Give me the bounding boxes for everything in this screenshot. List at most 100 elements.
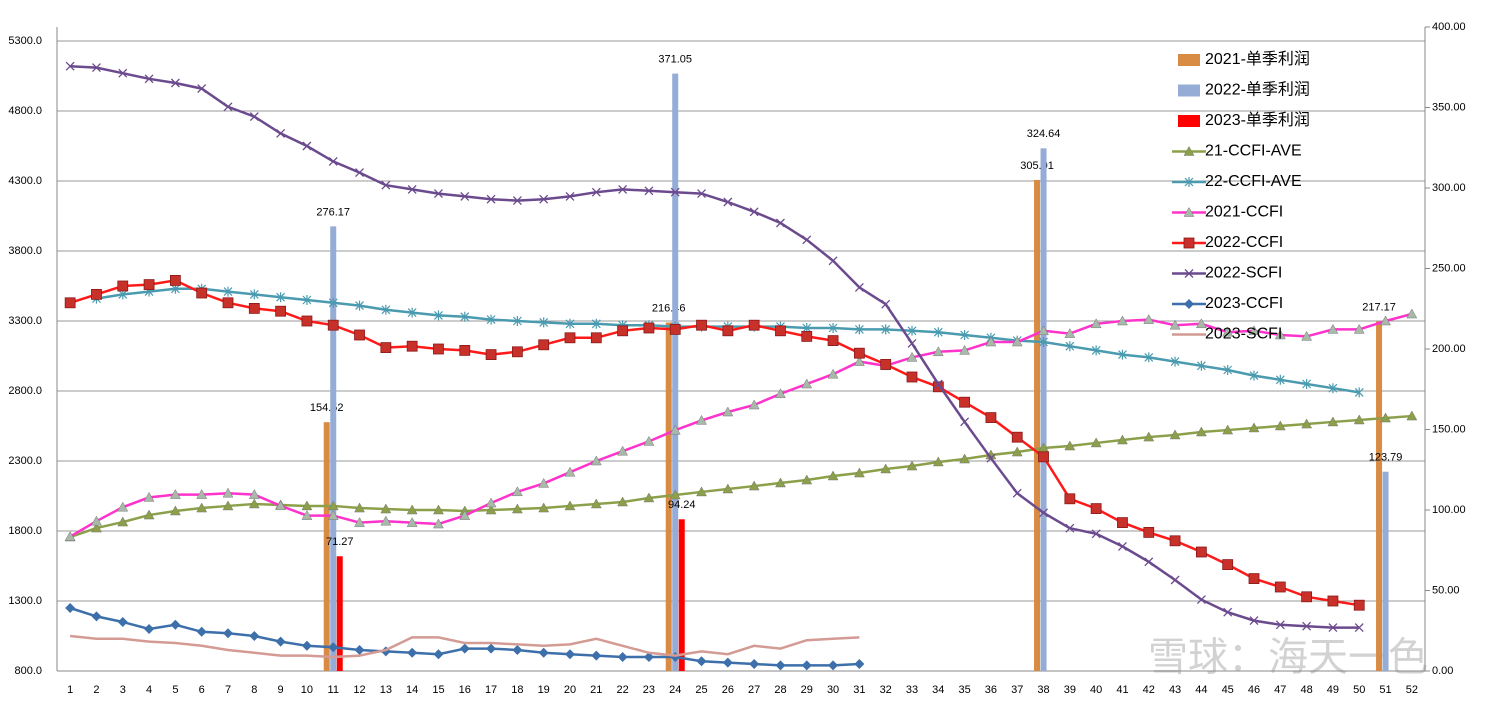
marker <box>301 315 313 327</box>
marker <box>1328 383 1338 394</box>
marker <box>1038 451 1049 463</box>
x-tick-label: 8 <box>251 684 257 696</box>
marker <box>1183 145 1195 156</box>
marker <box>853 467 865 478</box>
marker <box>276 128 286 138</box>
y-tick-label: 3800.0 <box>8 245 42 257</box>
legend-label: 2023-单季利润 <box>1205 111 1310 129</box>
marker <box>65 61 75 71</box>
marker <box>1143 431 1155 442</box>
x-tick-label: 2 <box>93 684 99 696</box>
marker <box>1011 446 1023 457</box>
marker <box>1222 559 1234 570</box>
marker <box>196 502 208 513</box>
y2-tick-label: 100.00 <box>1432 504 1466 516</box>
bar <box>330 226 337 671</box>
marker <box>1327 416 1339 427</box>
marker <box>434 189 443 199</box>
marker <box>276 292 286 303</box>
marker <box>1065 523 1075 533</box>
marker <box>1328 623 1338 633</box>
marker <box>854 282 864 292</box>
marker <box>118 68 128 78</box>
marker <box>1380 315 1391 326</box>
marker <box>1183 237 1195 249</box>
marker <box>1353 599 1365 611</box>
y2-tick-label: 0.00 <box>1432 665 1453 677</box>
x-tick-label: 28 <box>774 684 786 696</box>
marker <box>1353 323 1365 334</box>
marker <box>64 297 76 309</box>
marker <box>117 516 129 527</box>
marker <box>669 489 681 500</box>
marker <box>328 297 338 308</box>
legend-label: 21-CCFI-AVE <box>1205 143 1302 160</box>
marker <box>222 487 234 498</box>
marker <box>91 522 102 533</box>
marker <box>1249 370 1259 381</box>
x-tick-label: 52 <box>1406 684 1418 696</box>
marker <box>775 660 786 671</box>
marker <box>1223 365 1233 375</box>
marker <box>1275 374 1285 385</box>
x-tick-label: 17 <box>485 684 497 696</box>
x-tick-label: 51 <box>1379 684 1391 696</box>
marker <box>354 645 365 655</box>
marker <box>434 310 443 321</box>
marker <box>643 435 655 446</box>
marker <box>1169 319 1181 330</box>
marker <box>459 510 471 520</box>
x-tick-label: 19 <box>538 684 550 696</box>
marker <box>407 184 417 194</box>
marker <box>433 518 444 529</box>
marker <box>144 624 155 634</box>
marker <box>1248 573 1260 584</box>
marker <box>1353 414 1365 425</box>
marker <box>1195 426 1207 437</box>
x-tick-label: 39 <box>1064 684 1076 696</box>
x-tick-label: 35 <box>958 684 970 696</box>
x-tick-label: 38 <box>1037 684 1049 696</box>
y-tick-label: 1800.0 <box>8 525 42 537</box>
marker <box>1184 269 1194 278</box>
data-label: 94.24 <box>668 499 696 511</box>
marker <box>643 652 654 662</box>
marker <box>776 218 785 228</box>
line <box>96 287 1360 394</box>
marker <box>196 489 208 499</box>
marker <box>748 480 760 491</box>
marker <box>91 288 102 300</box>
x-tick-label: 50 <box>1353 684 1365 696</box>
x-tick-label: 31 <box>853 684 865 696</box>
marker <box>1090 503 1102 515</box>
marker <box>380 342 392 354</box>
line <box>69 414 1412 539</box>
marker <box>748 319 760 331</box>
marker <box>65 603 76 613</box>
marker <box>828 660 839 671</box>
marker <box>1038 325 1049 336</box>
legend-label: 2021-单季利润 <box>1205 50 1310 68</box>
marker <box>328 156 338 166</box>
data-label: 305.01 <box>1020 160 1054 172</box>
line <box>70 634 860 659</box>
x-tick-label: 18 <box>511 684 523 696</box>
marker <box>1091 345 1101 356</box>
legend-swatch <box>1178 84 1200 97</box>
marker <box>302 141 312 151</box>
data-label: 371.05 <box>658 54 692 66</box>
marker <box>196 287 208 299</box>
marker <box>1065 341 1075 352</box>
marker <box>1090 318 1102 329</box>
x-tick-label: 10 <box>301 684 313 696</box>
marker <box>669 323 681 335</box>
marker <box>1039 337 1048 347</box>
x-tick-label: 25 <box>695 684 707 696</box>
marker <box>327 319 339 331</box>
marker <box>539 317 549 328</box>
x-tick-label: 33 <box>906 684 918 696</box>
y2-tick-label: 200.00 <box>1432 343 1466 355</box>
marker <box>1327 323 1339 334</box>
marker <box>1196 595 1206 605</box>
y2-tick-label: 250.00 <box>1432 262 1466 274</box>
